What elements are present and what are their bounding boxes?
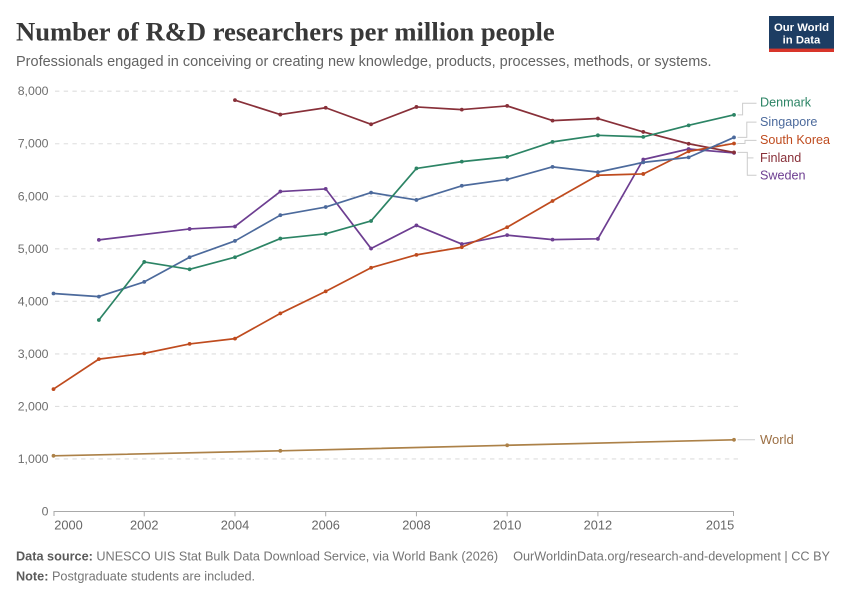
svg-text:2004: 2004 (221, 517, 249, 532)
svg-text:8,000: 8,000 (18, 84, 49, 98)
svg-text:6,000: 6,000 (18, 189, 49, 203)
svg-text:0: 0 (42, 505, 49, 519)
svg-text:3,000: 3,000 (18, 347, 49, 361)
svg-text:2,000: 2,000 (18, 399, 49, 413)
svg-text:in Data: in Data (783, 35, 821, 47)
svg-text:2012: 2012 (584, 517, 612, 532)
svg-text:Singapore: Singapore (760, 115, 817, 129)
svg-text:OurWorldinData.org/research-an: OurWorldinData.org/research-and-developm… (513, 550, 830, 564)
svg-text:2000: 2000 (54, 517, 82, 532)
svg-text:2008: 2008 (402, 517, 430, 532)
svg-text:Professionals engaged in conce: Professionals engaged in conceiving or c… (16, 54, 712, 70)
svg-text:World: World (760, 432, 794, 447)
svg-text:Number of R&D researchers per: Number of R&D researchers per million pe… (16, 17, 555, 47)
svg-text:South Korea: South Korea (760, 133, 830, 147)
svg-text:1,000: 1,000 (18, 452, 49, 466)
svg-text:Sweden: Sweden (760, 169, 806, 183)
svg-text:Finland: Finland (760, 151, 801, 165)
svg-text:7,000: 7,000 (18, 137, 49, 151)
svg-text:2010: 2010 (493, 517, 521, 532)
svg-text:Note: Postgraduate students ar: Note: Postgraduate students are included… (16, 570, 255, 584)
svg-text:4,000: 4,000 (18, 294, 49, 308)
svg-text:2006: 2006 (311, 517, 339, 532)
svg-text:Data source: UNESCO UIS Stat B: Data source: UNESCO UIS Stat Bulk Data D… (16, 550, 498, 564)
svg-text:Our World: Our World (774, 22, 829, 34)
svg-text:2002: 2002 (130, 517, 158, 532)
svg-text:Denmark: Denmark (760, 96, 812, 110)
svg-text:5,000: 5,000 (18, 242, 49, 256)
svg-text:2015: 2015 (706, 517, 734, 532)
